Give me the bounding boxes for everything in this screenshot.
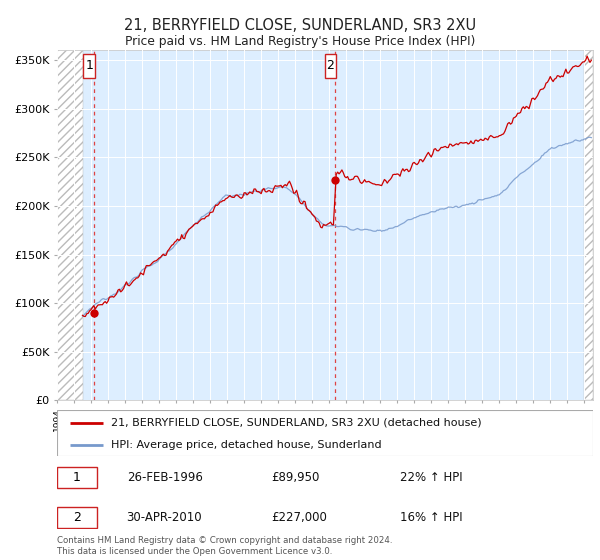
- Text: 30-APR-2010: 30-APR-2010: [127, 511, 202, 524]
- Text: £89,950: £89,950: [271, 471, 320, 484]
- Text: 26-FEB-1996: 26-FEB-1996: [127, 471, 203, 484]
- Bar: [57, 50, 83, 400]
- Text: 21, BERRYFIELD CLOSE, SUNDERLAND, SR3 2XU (detached house): 21, BERRYFIELD CLOSE, SUNDERLAND, SR3 2X…: [110, 418, 481, 428]
- Text: 1: 1: [85, 59, 93, 72]
- FancyBboxPatch shape: [57, 410, 593, 456]
- Text: 21, BERRYFIELD CLOSE, SUNDERLAND, SR3 2XU: 21, BERRYFIELD CLOSE, SUNDERLAND, SR3 2X…: [124, 18, 476, 32]
- Bar: [57, 50, 83, 400]
- FancyBboxPatch shape: [57, 467, 97, 488]
- Text: 2: 2: [326, 59, 334, 72]
- Bar: [584, 50, 593, 400]
- Text: Price paid vs. HM Land Registry's House Price Index (HPI): Price paid vs. HM Land Registry's House …: [125, 35, 475, 48]
- FancyBboxPatch shape: [325, 54, 337, 78]
- Text: 16% ↑ HPI: 16% ↑ HPI: [400, 511, 463, 524]
- Bar: [584, 50, 593, 400]
- FancyBboxPatch shape: [57, 507, 97, 528]
- Text: Contains HM Land Registry data © Crown copyright and database right 2024.
This d: Contains HM Land Registry data © Crown c…: [57, 536, 392, 556]
- Text: 22% ↑ HPI: 22% ↑ HPI: [400, 471, 463, 484]
- Text: HPI: Average price, detached house, Sunderland: HPI: Average price, detached house, Sund…: [110, 440, 381, 450]
- FancyBboxPatch shape: [83, 54, 95, 78]
- Text: £227,000: £227,000: [271, 511, 327, 524]
- Text: 1: 1: [73, 471, 81, 484]
- Text: 2: 2: [73, 511, 81, 524]
